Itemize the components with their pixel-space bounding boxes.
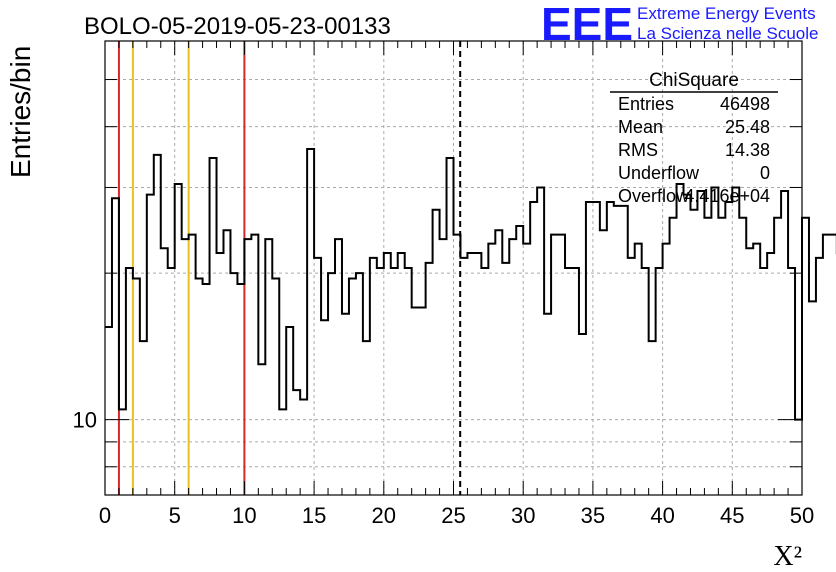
- y-tick-labels: 10: [73, 408, 97, 433]
- x-tick-label: 15: [302, 503, 326, 528]
- eee-logo: EEE Extreme Energy Events La Scienza nel…: [541, 0, 818, 50]
- x-tick-labels: 0 5 10 15 20 25 30 35 40 45 50: [99, 503, 814, 528]
- x-axis-label: X²: [773, 541, 802, 572]
- chart-title: BOLO-05-2019-05-23-00133: [84, 13, 391, 40]
- y-axis-label: Entries/bin: [5, 46, 36, 178]
- stats-value: 14.38: [725, 140, 770, 160]
- x-tick-label: 35: [581, 503, 605, 528]
- stats-value: 0: [760, 163, 770, 183]
- stats-value: 4.416e+04: [684, 186, 770, 206]
- logo-line1: Extreme Energy Events: [637, 4, 816, 23]
- x-tick-label: 45: [720, 503, 744, 528]
- logo-mark: EEE: [541, 0, 633, 50]
- x-tick-label: 50: [790, 503, 814, 528]
- x-tick-label: 25: [441, 503, 465, 528]
- x-tick-label: 40: [650, 503, 674, 528]
- x-tick-label: 5: [169, 503, 181, 528]
- x-tick-label: 20: [372, 503, 396, 528]
- histogram-line: [105, 147, 836, 421]
- stats-value: 46498: [720, 94, 770, 114]
- x-tick-label: 0: [99, 503, 111, 528]
- stats-label: Mean: [618, 117, 663, 137]
- x-tick-label: 30: [511, 503, 535, 528]
- x-tick-label: 10: [232, 503, 256, 528]
- stats-box: ChiSquare Entries 46498 Mean 25.48 RMS 14.38 U…: [610, 70, 778, 206]
- stats-value: 25.48: [725, 117, 770, 137]
- stats-label: RMS: [618, 140, 658, 160]
- logo-line2: La Scienza nelle Scuole: [637, 24, 818, 43]
- stats-label: Overflow: [618, 186, 690, 206]
- stats-label: Entries: [618, 94, 674, 114]
- stats-box-rows: Entries 46498 Mean 25.48 RMS 14.38 Underflow 0 O…: [618, 94, 770, 206]
- axis-ticks: [104, 40, 803, 496]
- y-tick-label: 10: [73, 408, 97, 433]
- stats-label: Underflow: [618, 163, 700, 183]
- stats-box-title: ChiSquare: [649, 70, 739, 91]
